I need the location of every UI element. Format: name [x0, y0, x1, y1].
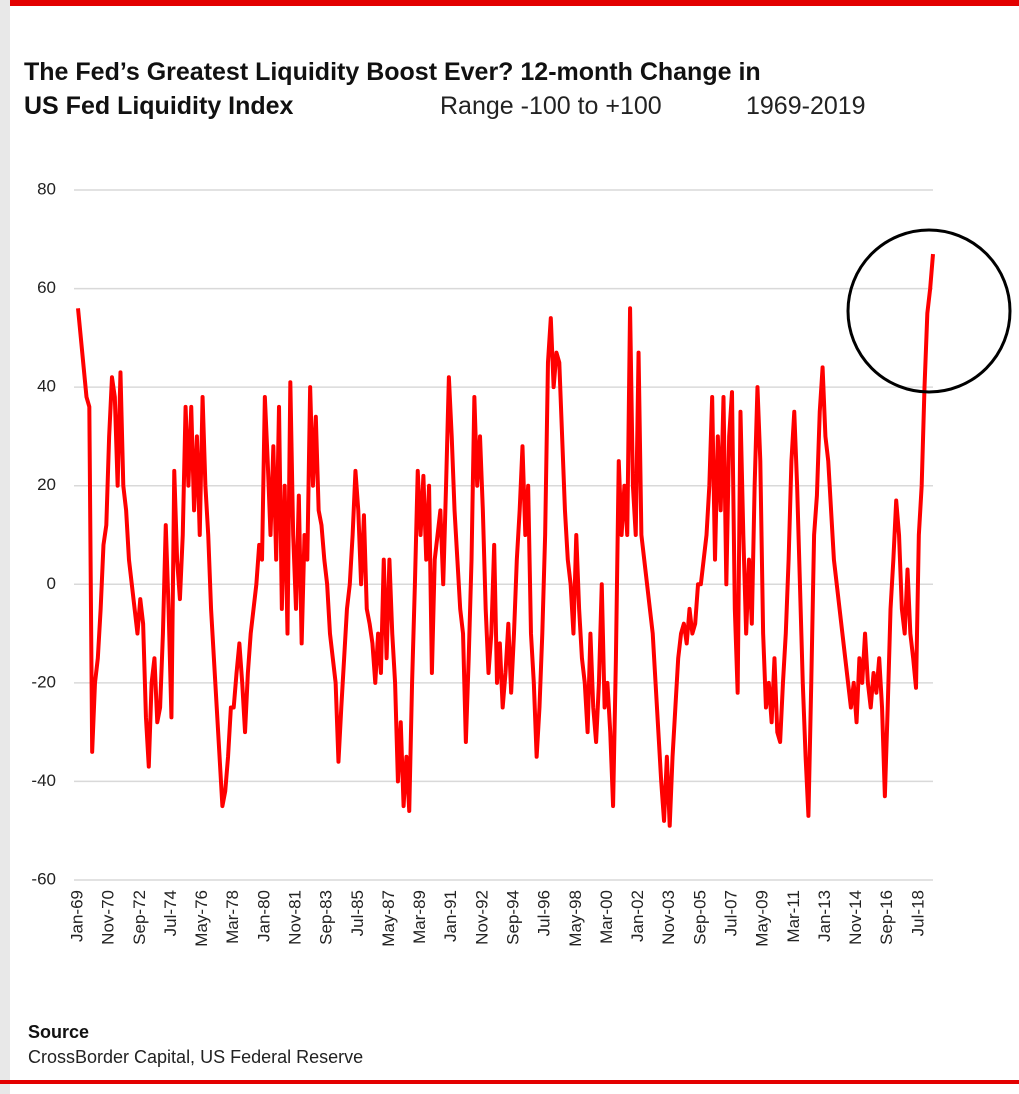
- x-tick-label: Sep-05: [690, 890, 709, 945]
- y-tick-label: 80: [37, 179, 56, 198]
- x-tick-label: Nov-14: [846, 890, 865, 945]
- x-tick-label: May-87: [379, 890, 398, 947]
- source: CrossBorder Capital, US Federal Reserve: [28, 1047, 363, 1067]
- x-tick-label: Mar-00: [597, 890, 616, 944]
- x-tick-label: May-98: [566, 890, 585, 947]
- y-tick-label: -60: [31, 869, 56, 888]
- plot-area: -60 -40 -20 0 20 40 60 80 Jan-69 Nov-70 Sep-72 Jul-…: [31, 179, 935, 947]
- x-tick-label: Jul-85: [348, 890, 367, 936]
- y-tick-label: -20: [31, 672, 56, 691]
- y-tick-label: 40: [37, 377, 56, 396]
- x-tick-label: May-76: [192, 890, 211, 947]
- data-line: [76, 253, 935, 828]
- x-tick-label: Mar-78: [223, 890, 242, 944]
- x-tick-label: Jan-69: [67, 890, 86, 942]
- x-tick-label: Sep-16: [877, 890, 896, 945]
- x-tick-label: Sep-72: [130, 890, 149, 945]
- x-tick-label: Nov-81: [285, 890, 304, 945]
- x-tick-label: Nov-03: [659, 890, 678, 945]
- x-tick-label: Jul-18: [908, 890, 927, 936]
- y-tick-label: 20: [37, 475, 56, 494]
- chart-title: The Fed’s Greatest Liquidity Boost Ever?…: [24, 58, 761, 86]
- x-tick-label: Jan-91: [441, 890, 460, 942]
- source-label: Source: [28, 1022, 89, 1042]
- subtitle: Range -100 to +100: [440, 92, 662, 120]
- y-tick-label: 0: [47, 574, 56, 593]
- bottom-border: [0, 1080, 1019, 1084]
- x-tick-label: May-09: [753, 890, 772, 947]
- x-tick-label: Nov-92: [472, 890, 491, 945]
- period: 1969-2019: [746, 92, 866, 120]
- x-tick-label: Nov-70: [99, 890, 118, 945]
- x-tick-label: Jul-07: [721, 890, 740, 936]
- x-tick-label: Mar-89: [410, 890, 429, 944]
- x-tick-label: Jul-74: [161, 890, 180, 936]
- x-tick-label: Sep-83: [317, 890, 336, 945]
- y-tick-label: -40: [31, 771, 56, 790]
- x-tick-label: Mar-11: [784, 890, 803, 943]
- x-tick-label: Sep-94: [503, 890, 522, 945]
- x-tick-label: Jul-96: [535, 890, 554, 936]
- x-tick-label: Jan-80: [254, 890, 273, 942]
- x-tick-label: Jan-02: [628, 890, 647, 942]
- top-border: [0, 0, 1019, 6]
- y-tick-label: 60: [37, 278, 56, 297]
- left-edge: [0, 0, 10, 1094]
- highlight-circle: [846, 228, 1012, 394]
- x-tick-label: Jan-13: [815, 890, 834, 942]
- chart-title: US Fed Liquidity Index: [24, 92, 294, 120]
